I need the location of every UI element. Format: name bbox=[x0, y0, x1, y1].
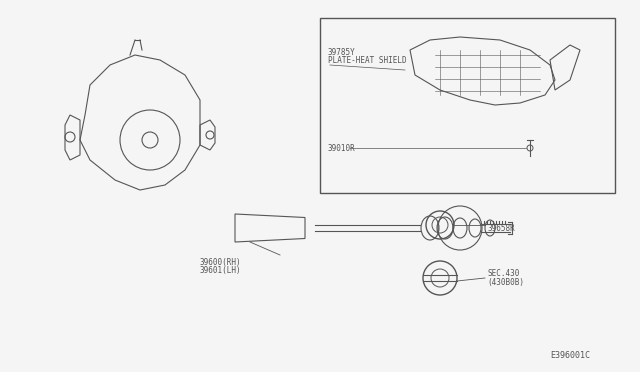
Text: 39600(RH): 39600(RH) bbox=[200, 258, 242, 267]
Text: 39601(LH): 39601(LH) bbox=[200, 266, 242, 275]
Text: PLATE-HEAT SHIELD: PLATE-HEAT SHIELD bbox=[328, 56, 406, 65]
Text: 39010R: 39010R bbox=[328, 144, 356, 153]
Text: E396001C: E396001C bbox=[550, 351, 590, 360]
Text: (430B0B): (430B0B) bbox=[487, 279, 524, 288]
Bar bbox=[320, 18, 615, 193]
Text: SEC.430: SEC.430 bbox=[487, 269, 520, 279]
Text: 39658R: 39658R bbox=[487, 224, 515, 232]
Text: 39785Y: 39785Y bbox=[328, 48, 356, 57]
